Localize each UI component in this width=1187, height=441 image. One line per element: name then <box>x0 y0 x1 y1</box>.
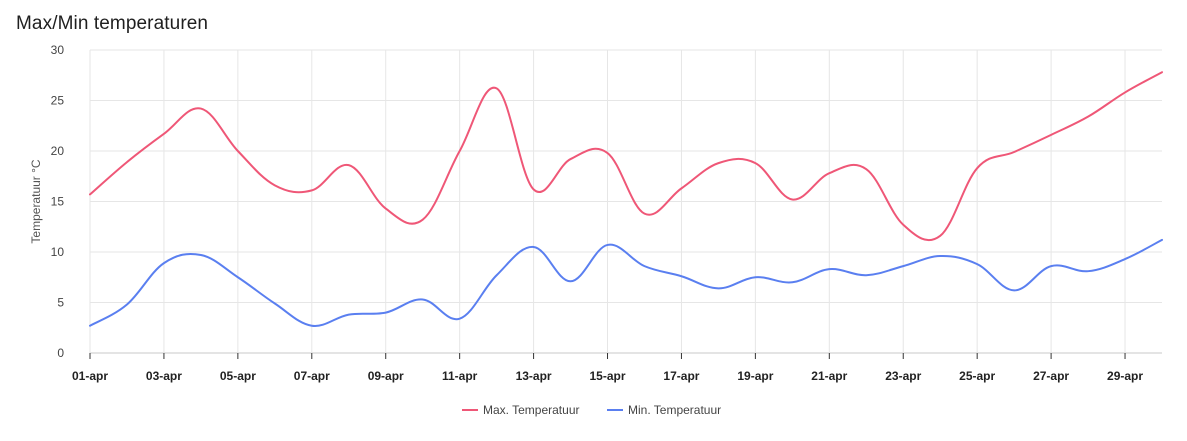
legend[interactable]: Max. Temperatuur Min. Temperatuur <box>462 403 721 417</box>
y-tick-label: 15 <box>51 195 65 209</box>
x-tick-label: 27-apr <box>1033 369 1069 383</box>
x-tick-label: 25-apr <box>959 369 995 383</box>
legend-label: Max. Temperatuur <box>483 403 580 417</box>
legend-item-min[interactable]: Min. Temperatuur <box>607 403 721 417</box>
x-tick-label: 09-apr <box>368 369 404 383</box>
series-line-min <box>89 238 1163 327</box>
y-axis: 0 5 10 15 20 25 30 <box>51 43 65 360</box>
x-tick-label: 07-apr <box>294 369 330 383</box>
series-line-max <box>89 71 1163 242</box>
legend-label: Min. Temperatuur <box>628 403 721 417</box>
x-tick-label: 11-apr <box>442 369 478 383</box>
x-tick-label: 17-apr <box>663 369 699 383</box>
x-tick-label: 29-apr <box>1107 369 1143 383</box>
x-tick-label: 19-apr <box>737 369 773 383</box>
grid-lines <box>89 49 1162 354</box>
x-tick-label: 15-apr <box>590 369 626 383</box>
y-tick-label: 0 <box>57 346 64 360</box>
x-tick-label: 23-apr <box>885 369 921 383</box>
x-tick-label: 03-apr <box>146 369 182 383</box>
x-tick-label: 13-apr <box>516 369 552 383</box>
y-tick-label: 10 <box>51 245 65 259</box>
legend-item-max[interactable]: Max. Temperatuur <box>462 403 580 417</box>
y-tick-label: 5 <box>57 296 64 310</box>
x-tick-label: 01-apr <box>72 369 108 383</box>
x-tick-label: 21-apr <box>811 369 847 383</box>
y-tick-label: 20 <box>51 144 65 158</box>
y-tick-label: 30 <box>51 43 65 57</box>
series-lines <box>89 71 1163 327</box>
y-axis-title: Temperatuur °C <box>29 159 43 243</box>
x-axis: 01-apr 03-apr 05-apr 07-apr 09-apr 11-apr 13-a… <box>72 353 1143 383</box>
chart-title: Max/Min temperaturen <box>16 13 209 34</box>
y-tick-label: 25 <box>51 94 65 108</box>
x-tick-label: 05-apr <box>220 369 256 383</box>
